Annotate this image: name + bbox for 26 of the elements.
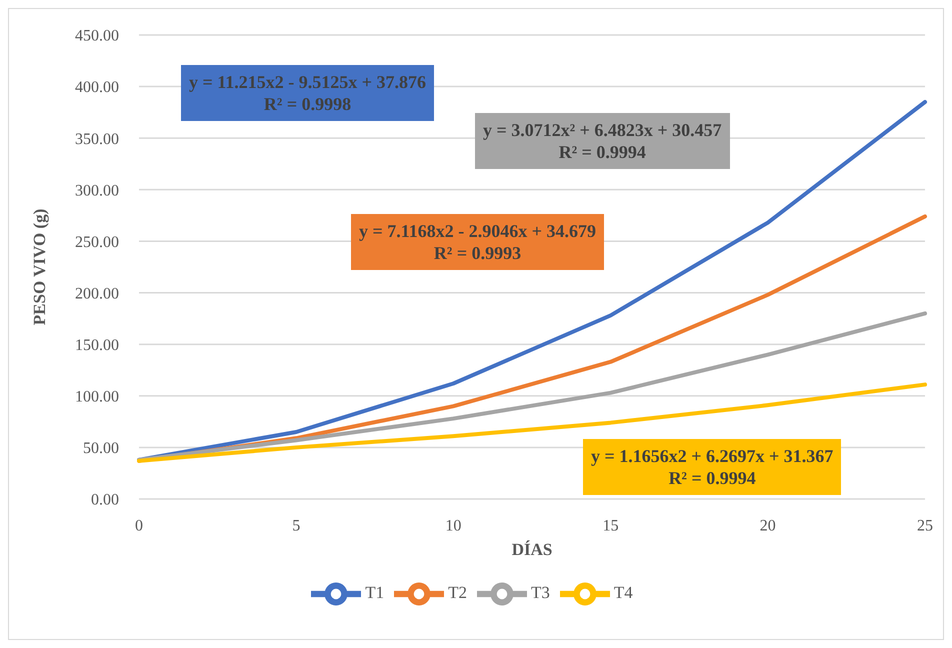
y-tick-label: 150.00: [75, 337, 119, 354]
y-tick-label: 250.00: [75, 234, 119, 251]
x-tick-label: 0: [135, 517, 143, 534]
y-tick-label: 350.00: [75, 130, 119, 148]
legend-label: T4: [614, 582, 633, 602]
y-tick-label: 100.00: [75, 388, 119, 406]
legend-label: T3: [531, 582, 550, 602]
annotation: y = 3.0712x² + 6.4823x + 30.457 R² = 0.9994: [475, 113, 730, 169]
annotation: y = 7.1168x2 - 2.9046x + 34.679 R² = 0.9993: [351, 214, 604, 270]
y-tick-label: 0.00: [91, 492, 119, 509]
annotation: y = 11.215x2 - 9.5125x + 37.876 R² = 0.9998: [181, 65, 434, 121]
x-axis-title: DÍAS: [512, 540, 552, 560]
x-tick-label: 25: [917, 517, 933, 534]
x-tick-label: 5: [292, 517, 300, 534]
legend-label: T1: [365, 582, 384, 602]
annotation: y = 1.1656x2 + 6.2697x + 31.367 R² = 0.9994: [583, 439, 842, 495]
legend-label: T2: [448, 582, 467, 602]
y-tick-label: 400.00: [75, 79, 119, 96]
y-tick-label: 300.00: [75, 182, 119, 200]
x-tick-label: 15: [602, 517, 619, 534]
y-tick-label: 50.00: [83, 440, 119, 458]
y-tick-label: 450.00: [75, 28, 119, 45]
x-tick-label: 20: [760, 517, 776, 534]
x-tick-label: 10: [445, 517, 462, 534]
y-tick-label: 200.00: [75, 285, 119, 302]
y-axis-title: PESO VIVO (g): [30, 208, 50, 326]
